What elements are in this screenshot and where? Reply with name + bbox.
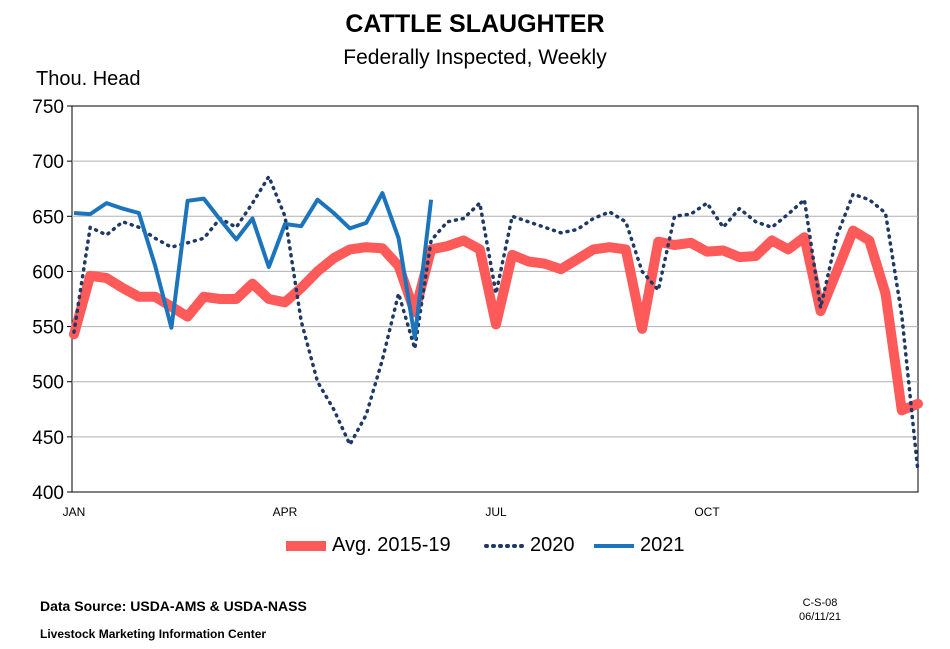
legend-item-2020: 2020 xyxy=(484,534,575,557)
footer-code-block: C-S-08 06/11/21 xyxy=(790,596,850,624)
y-tick-label: 650 xyxy=(32,207,64,228)
y-tick-label: 700 xyxy=(32,152,64,173)
y-tick-label: 500 xyxy=(32,373,64,394)
legend-label-2021: 2021 xyxy=(640,534,685,556)
chart-subtitle: Federally Inspected, Weekly xyxy=(343,46,607,69)
legend-label-avg: Avg. 2015-19 xyxy=(332,534,451,556)
legend-item-avg: Avg. 2015-19 xyxy=(286,534,451,557)
y-tick-label: 450 xyxy=(32,428,64,449)
legend-swatch-2020 xyxy=(484,543,524,548)
x-tick-label: JAN xyxy=(63,505,86,519)
y-axis-label: Thou. Head xyxy=(36,68,141,90)
x-tick-label: JUL xyxy=(485,505,507,519)
plot-frame xyxy=(71,105,919,493)
series-line-2020 xyxy=(72,174,920,474)
legend-label-2020: 2020 xyxy=(530,534,575,556)
series-line-avg-2015-19 xyxy=(69,225,923,416)
footer-source: Data Source: USDA-AMS & USDA-NASS xyxy=(40,598,307,614)
legend-swatch-avg xyxy=(286,540,326,551)
x-tick-label: APR xyxy=(273,505,298,519)
legend-item-2021: 2021 xyxy=(594,534,685,557)
y-tick-label: 550 xyxy=(32,318,64,339)
footer-date: 06/11/21 xyxy=(798,611,841,623)
y-tick-label: 750 xyxy=(32,97,64,118)
chart-title: CATTLE SLAUGHTER xyxy=(345,10,605,38)
legend: Avg. 2015-19 2020 2021 xyxy=(0,534,950,558)
footer-code: C-S-08 xyxy=(802,597,838,609)
y-tick-label: 600 xyxy=(32,262,64,283)
y-tick-label: 400 xyxy=(32,483,64,504)
series-line-2021 xyxy=(73,191,434,340)
footer-center: Livestock Marketing Information Center xyxy=(40,627,267,641)
x-tick-label: OCT xyxy=(694,505,720,519)
legend-swatch-2021 xyxy=(594,543,634,548)
